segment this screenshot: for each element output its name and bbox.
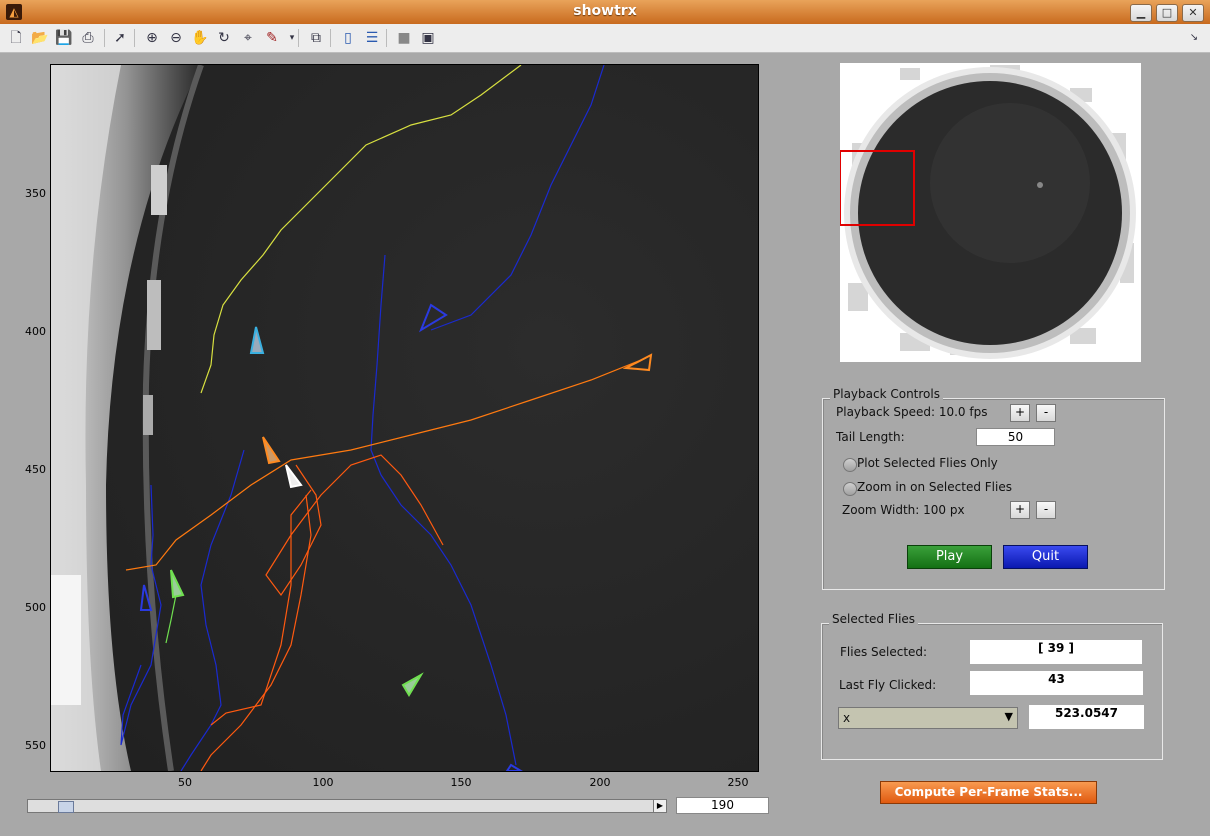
zoom-width-label: Zoom Width: 100 px xyxy=(842,503,965,517)
main-video-axes[interactable] xyxy=(50,64,759,772)
toolbar-separator xyxy=(134,29,135,47)
zoom-out-icon[interactable]: ⊖ xyxy=(170,30,182,46)
tail-length-label: Tail Length: xyxy=(836,430,905,444)
new-file-icon[interactable]: 🗋 xyxy=(10,30,22,46)
zoom-in-icon[interactable]: ⊕ xyxy=(146,30,158,46)
scroll-right-arrow[interactable]: ▶ xyxy=(653,799,667,813)
stat-value-field: 523.0547 xyxy=(1029,705,1144,729)
tail-length-input[interactable]: 50 xyxy=(976,428,1055,446)
show-plot-tools-icon[interactable]: ▣ xyxy=(421,30,435,46)
link-plot-icon[interactable]: ⧉ xyxy=(311,30,321,46)
x-tick-label: 250 xyxy=(727,776,749,789)
y-tick-label: 550 xyxy=(25,739,46,752)
y-tick-label: 350 xyxy=(25,187,46,200)
save-icon[interactable]: 💾 xyxy=(55,30,73,46)
rotate-3d-icon[interactable]: ↻ xyxy=(218,30,230,46)
x-tick-label: 200 xyxy=(589,776,611,789)
close-button[interactable]: ✕ xyxy=(1182,4,1204,22)
brush-icon[interactable]: ✎ xyxy=(266,30,278,46)
selected-flies-panel xyxy=(821,623,1163,760)
hide-plot-tools-icon[interactable]: ■ xyxy=(397,30,411,46)
quit-button[interactable]: Quit xyxy=(1003,545,1088,569)
chevron-down-icon: ▼ xyxy=(1004,710,1013,723)
last-fly-clicked-label: Last Fly Clicked: xyxy=(839,678,937,692)
play-button[interactable]: Play xyxy=(907,545,992,569)
plot-selected-radio[interactable] xyxy=(843,458,857,472)
title-bar: ◭ showtrx ▁ □ ✕ xyxy=(0,0,1210,25)
toolbar-separator xyxy=(386,29,387,47)
minimize-button[interactable]: ▁ xyxy=(1130,4,1152,22)
zoom-region-box xyxy=(839,150,915,226)
window-title: showtrx xyxy=(573,3,637,19)
data-cursor-icon[interactable]: ⌖ xyxy=(244,30,252,46)
x-tick-label: 100 xyxy=(312,776,334,789)
dock-figure-icon[interactable]: ↘ xyxy=(1189,32,1199,43)
speed-minus-button[interactable]: - xyxy=(1036,404,1056,422)
playback-controls-panel xyxy=(822,398,1165,590)
playback-panel-title: Playback Controls xyxy=(830,387,943,401)
print-icon[interactable]: ⎙ xyxy=(82,30,94,46)
frame-slider[interactable] xyxy=(27,799,667,813)
selected-flies-title: Selected Flies xyxy=(829,612,919,626)
flies-selected-value: [ 39 ] xyxy=(970,640,1142,664)
compute-per-frame-stats-button[interactable]: Compute Per-Frame Stats... xyxy=(880,781,1097,804)
speed-plus-button[interactable]: + xyxy=(1010,404,1030,422)
open-folder-icon[interactable]: 📂 xyxy=(31,30,49,46)
frame-slider-thumb[interactable] xyxy=(58,801,74,813)
y-tick-label: 400 xyxy=(25,325,46,338)
flies-selected-label: Flies Selected: xyxy=(840,645,928,659)
stat-select-dropdown[interactable]: x ▼ xyxy=(838,707,1018,729)
figure-toolbar: 🗋 📂 💾 ⎙ ➚ ⊕ ⊖ ✋ ↻ ⌖ ✎ ▾ ⧉ ▯ ☰ ■ ▣ ↘ xyxy=(0,24,1210,53)
frame-number-field[interactable]: 190 xyxy=(676,797,769,814)
brush-dropdown-icon[interactable]: ▾ xyxy=(289,33,295,43)
maximize-button[interactable]: □ xyxy=(1156,4,1178,22)
x-tick-label: 150 xyxy=(450,776,472,789)
zoom-plus-button[interactable]: + xyxy=(1010,501,1030,519)
zoom-selected-label[interactable]: Zoom in on Selected Flies xyxy=(857,480,1012,494)
last-fly-clicked-value: 43 xyxy=(970,671,1143,695)
stat-select-value: x xyxy=(843,711,851,725)
y-tick-label: 450 xyxy=(25,463,46,476)
pointer-icon[interactable]: ➚ xyxy=(114,30,126,46)
legend-icon[interactable]: ☰ xyxy=(365,30,379,46)
y-tick-label: 500 xyxy=(25,601,46,614)
toolbar-separator xyxy=(104,29,105,47)
toolbar-separator xyxy=(298,29,299,47)
colorbar-icon[interactable]: ▯ xyxy=(344,30,352,46)
video-frame xyxy=(51,65,758,771)
overview-axes[interactable] xyxy=(839,63,1141,362)
overview-arena-image xyxy=(839,63,1141,362)
playback-speed-label: Playback Speed: 10.0 fps xyxy=(836,405,988,419)
pan-hand-icon[interactable]: ✋ xyxy=(191,30,209,46)
x-tick-label: 50 xyxy=(178,776,192,789)
zoom-minus-button[interactable]: - xyxy=(1036,501,1056,519)
zoom-selected-radio[interactable] xyxy=(843,482,857,496)
toolbar-separator xyxy=(330,29,331,47)
plot-selected-label[interactable]: Plot Selected Flies Only xyxy=(857,456,998,470)
matlab-app-icon: ◭ xyxy=(6,4,22,20)
